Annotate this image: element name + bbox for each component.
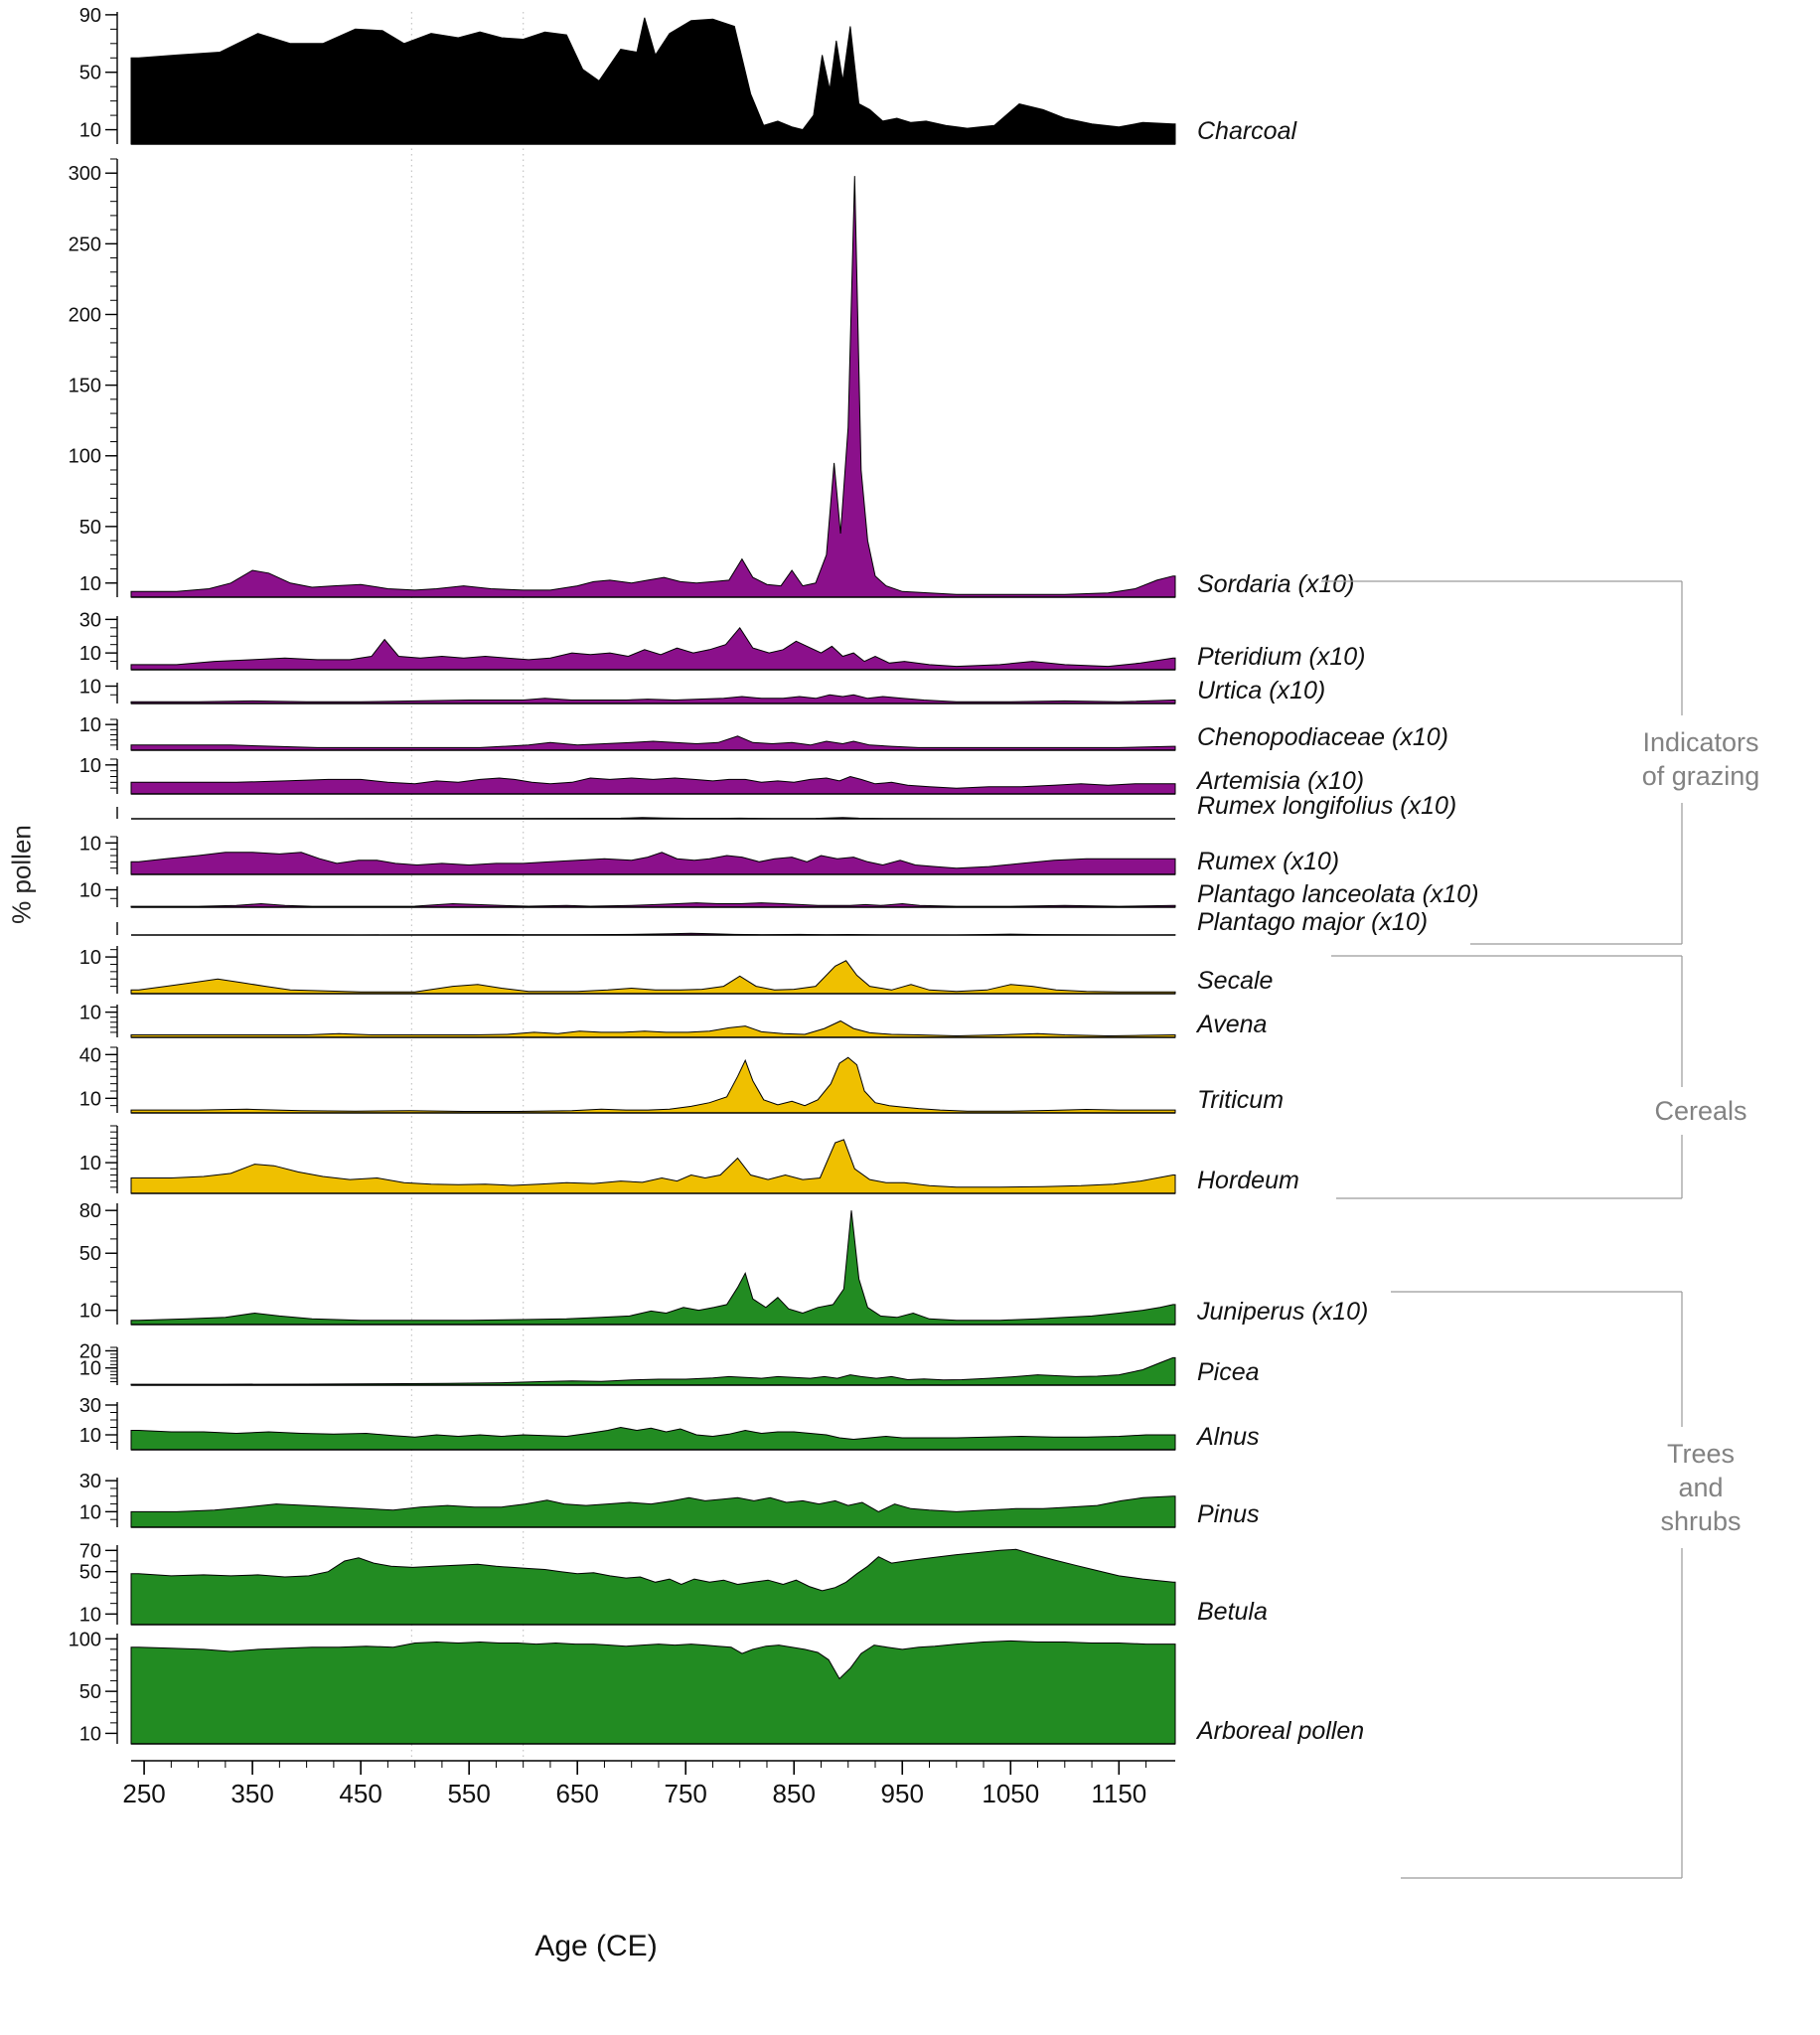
y-tick-label: 150	[69, 376, 101, 397]
series-label-hordeum: Hordeum	[1197, 1167, 1299, 1194]
y-tick-label: 30	[79, 609, 101, 631]
y-tick-label: 300	[69, 163, 101, 185]
series-label-urtica-x10: Urtica (x10)	[1197, 677, 1325, 704]
series-label-rumex-longifolius-x10: Rumex longifolius (x10)	[1197, 792, 1456, 820]
group-label-indicators-of-grazing: Indicators	[1642, 727, 1758, 757]
series-label-charcoal: Charcoal	[1197, 117, 1297, 145]
series-area-pteridium-x10	[130, 626, 1176, 671]
series-area-arboreal-pollen	[130, 1640, 1176, 1745]
y-tick-label: 10	[79, 1088, 101, 1110]
y-tick-label: 40	[79, 1044, 101, 1066]
y-tick-label: 100	[69, 446, 101, 468]
series-area-hordeum	[130, 1139, 1176, 1194]
x-tick-label: 1150	[1091, 1779, 1146, 1808]
y-tick-label: 200	[69, 304, 101, 326]
y-tick-label: 10	[79, 573, 101, 595]
x-tick-label: 750	[665, 1779, 707, 1808]
y-tick-label: 70	[79, 1540, 101, 1562]
y-tick-label: 10	[79, 833, 101, 855]
series-label-chenopodiaceae-x10: Chenopodiaceae (x10)	[1197, 723, 1448, 751]
y-tick-label: 50	[79, 517, 101, 539]
series-label-triticum: Triticum	[1197, 1086, 1284, 1114]
y-tick-label: 10	[79, 1425, 101, 1447]
group-label-trees-and-shrubs: shrubs	[1660, 1506, 1741, 1536]
x-axis-title: Age (CE)	[534, 1930, 658, 1962]
x-tick-label: 950	[881, 1779, 924, 1808]
series-area-rumex-x10	[130, 852, 1176, 875]
series-label-picea: Picea	[1197, 1358, 1260, 1386]
y-tick-label: 10	[79, 120, 101, 142]
x-tick-label: 250	[122, 1779, 165, 1808]
series-label-plantago-lanceolata-x10: Plantago lanceolata (x10)	[1197, 880, 1479, 908]
series-area-pinus	[130, 1495, 1176, 1528]
y-tick-label: 10	[79, 1501, 101, 1523]
series-area-alnus	[130, 1426, 1176, 1451]
y-tick-label: 100	[69, 1629, 101, 1650]
y-tick-label: 10	[79, 880, 101, 902]
series-label-secale: Secale	[1197, 967, 1273, 995]
y-tick-label: 10	[79, 947, 101, 969]
y-tick-label: 10	[79, 643, 101, 665]
y-tick-label: 250	[69, 234, 101, 255]
series-area-chenopodiaceae-x10	[130, 735, 1176, 751]
y-tick-label: 50	[79, 1681, 101, 1703]
y-tick-label: 10	[79, 1723, 101, 1745]
group-label-trees-and-shrubs: Trees	[1667, 1439, 1735, 1469]
y-tick-label: 10	[79, 1604, 101, 1626]
series-area-charcoal	[130, 17, 1176, 145]
y-tick-label: 50	[79, 1243, 101, 1265]
series-label-pteridium-x10: Pteridium (x10)	[1197, 643, 1366, 671]
y-tick-label: 10	[79, 1301, 101, 1323]
series-area-artemisia-x10	[130, 775, 1176, 795]
x-tick-label: 1050	[982, 1779, 1039, 1808]
series-label-arboreal-pollen: Arboreal pollen	[1195, 1717, 1364, 1745]
series-area-triticum	[130, 1056, 1176, 1114]
group-label-cereals: Cereals	[1654, 1096, 1746, 1126]
series-label-alnus: Alnus	[1195, 1423, 1260, 1451]
series-label-rumex-x10: Rumex (x10)	[1197, 848, 1339, 875]
series-area-sordaria-x10	[130, 176, 1176, 598]
group-label-indicators-of-grazing: of grazing	[1642, 761, 1760, 791]
series-label-avena: Avena	[1195, 1011, 1268, 1038]
series-label-pinus: Pinus	[1197, 1500, 1260, 1528]
series-area-picea	[130, 1356, 1176, 1386]
y-tick-label: 10	[79, 677, 101, 699]
x-tick-label: 850	[773, 1779, 816, 1808]
y-tick-label: 90	[79, 5, 101, 27]
x-tick-label: 650	[555, 1779, 598, 1808]
y-tick-label: 50	[79, 1562, 101, 1584]
series-label-betula: Betula	[1197, 1598, 1268, 1626]
y-axis-title: % pollen	[6, 825, 37, 924]
group-label-trees-and-shrubs: and	[1678, 1473, 1723, 1502]
series-area-urtica-x10	[130, 694, 1176, 704]
y-tick-label: 10	[79, 755, 101, 777]
y-tick-label: 10	[79, 1153, 101, 1174]
y-tick-label: 10	[79, 1003, 101, 1024]
series-area-avena	[130, 1019, 1176, 1038]
y-tick-label: 30	[79, 1395, 101, 1417]
series-area-betula	[130, 1548, 1176, 1626]
x-tick-label: 450	[339, 1779, 381, 1808]
series-area-plantago-lanceolata-x10	[130, 902, 1176, 908]
series-label-plantago-major-x10: Plantago major (x10)	[1197, 908, 1428, 936]
series-area-juniperus-x10	[130, 1210, 1176, 1326]
y-tick-label: 20	[79, 1340, 101, 1362]
x-tick-label: 350	[230, 1779, 273, 1808]
series-label-artemisia-x10: Artemisia (x10)	[1195, 767, 1364, 795]
series-area-secale	[130, 960, 1176, 995]
x-tick-label: 550	[447, 1779, 490, 1808]
series-label-juniperus-x10: Juniperus (x10)	[1196, 1298, 1368, 1326]
y-tick-label: 80	[79, 1200, 101, 1222]
series-label-sordaria-x10: Sordaria (x10)	[1197, 570, 1354, 598]
y-tick-label: 30	[79, 1471, 101, 1492]
y-tick-label: 50	[79, 63, 101, 84]
y-tick-label: 10	[79, 1358, 101, 1380]
y-tick-label: 10	[79, 714, 101, 736]
